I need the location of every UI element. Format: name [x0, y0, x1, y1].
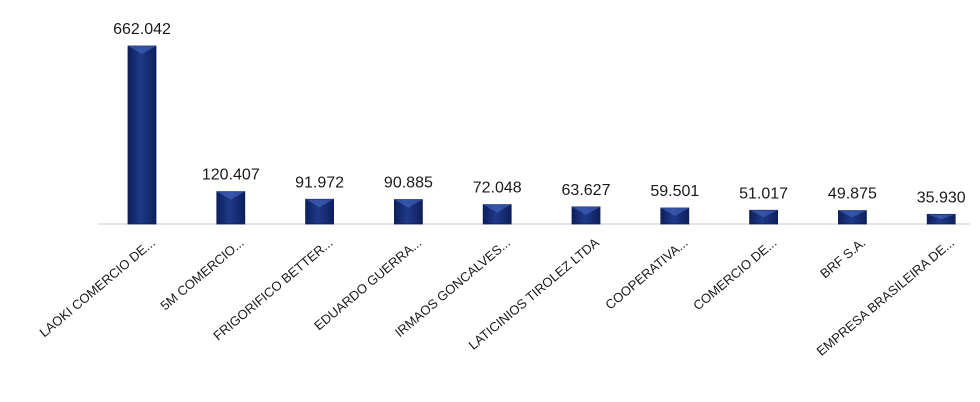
bar-value-label: 120.407 [202, 167, 260, 184]
bar-highlight [660, 208, 689, 217]
bar-highlight [749, 210, 778, 218]
bar-highlight [305, 199, 334, 208]
category-labels-group: LAOKI COMERCIO DE... 5M COMERCIO...FRIGOR… [37, 235, 958, 359]
bar [127, 45, 157, 225]
bar-highlight [572, 206, 600, 215]
category-tick-label: BRF S.A. [817, 235, 868, 281]
category-tick-label: 5M COMERCIO... [157, 235, 246, 313]
category-tick-label: LAOKI COMERCIO DE... [37, 235, 158, 340]
bars-group [127, 45, 956, 225]
bar-highlight [216, 191, 245, 200]
bar-highlight [838, 210, 867, 218]
bar-value-label: 72.048 [473, 180, 522, 197]
bar-highlight [927, 214, 956, 220]
bar-value-label: 49.875 [828, 186, 877, 203]
category-tick-label: COOPERATIVA... [602, 235, 690, 313]
category-tick-label: COMERCIO DE... [690, 235, 779, 313]
bar-highlight [394, 199, 423, 208]
bar-value-label: 63.627 [562, 182, 611, 199]
bar-value-label: 59.501 [650, 183, 699, 200]
bar-value-label: 90.885 [384, 175, 433, 192]
bar-value-label: 51.017 [739, 185, 788, 202]
bar-highlight [483, 204, 512, 213]
bar-value-label: 662.042 [113, 21, 171, 38]
bar-value-label: 91.972 [295, 174, 344, 191]
value-labels-group: 662.042 120.407 91.972 90.885 72.048 63.627 59… [113, 21, 966, 206]
bar-highlight [128, 46, 156, 54]
bar-value-label: 35.930 [917, 189, 966, 206]
